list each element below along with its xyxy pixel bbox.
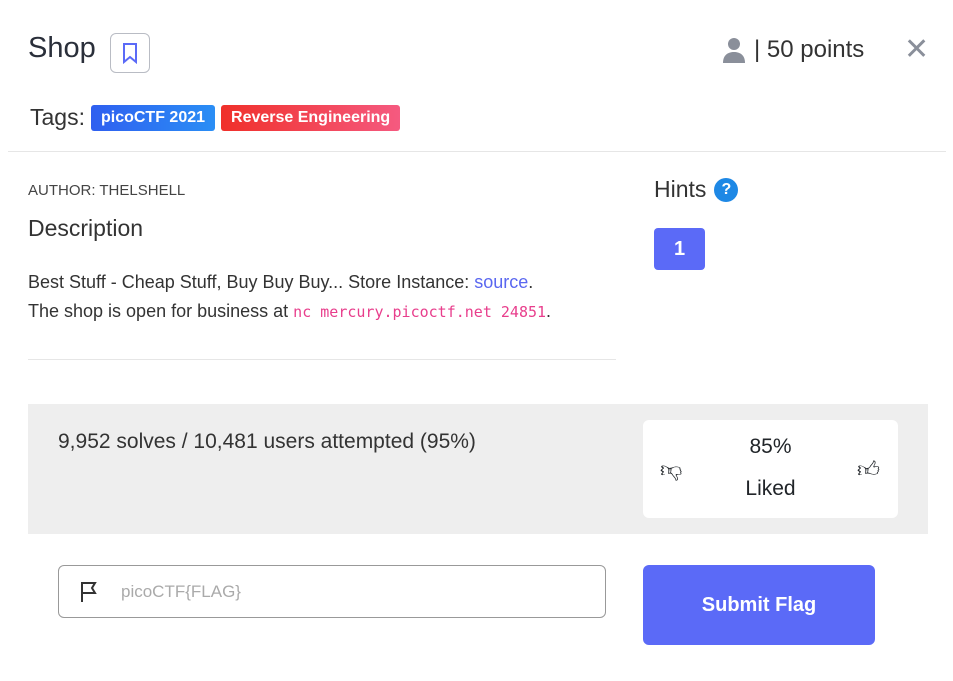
description-heading: Description [28, 215, 144, 241]
page-title: Shop [28, 32, 96, 64]
divider [28, 359, 616, 360]
nc-command: nc mercury.picoctf.net 24851 [293, 303, 547, 321]
hint-button-1[interactable]: 1 [654, 228, 705, 270]
points: | 50 points [754, 36, 865, 63]
submit-flag-button[interactable]: Submit Flag [643, 565, 875, 645]
description: Best Stuff - Cheap Stuff, Buy Buy Buy...… [28, 268, 551, 327]
help-icon[interactable]: ? [714, 177, 739, 202]
tag-reverse-engineering[interactable]: Reverse Engineering [221, 104, 401, 131]
bookmark-icon [123, 43, 137, 64]
flag-input-wrapper [58, 565, 606, 618]
tags: Tags: picoCTF 2021 Reverse Engineering [30, 104, 401, 131]
divider [8, 151, 946, 152]
solves-text: 9,952 solves / 10,481 users attempted (9… [58, 430, 476, 453]
tags-label: Tags: [30, 104, 85, 130]
points-display: | 50 points [722, 36, 864, 64]
flag-icon [81, 581, 97, 602]
liked-label: Liked [745, 477, 796, 500]
likes-card [643, 420, 898, 518]
close-icon[interactable]: ✕ [904, 33, 930, 66]
punct: . [546, 301, 552, 321]
hints-label: Hints [654, 176, 707, 202]
description-text: The shop is open for business at [28, 301, 294, 321]
flag-input[interactable] [119, 580, 573, 603]
bookmark-button[interactable] [110, 33, 150, 73]
author: AUTHOR: THELSHELL [28, 182, 186, 199]
thumbs-up-icon[interactable]: 👍︎ [857, 457, 880, 482]
user-icon [723, 38, 745, 63]
liked-percent: 85% [749, 435, 792, 458]
description-text: Best Stuff - Cheap Stuff, Buy Buy Buy...… [28, 272, 475, 292]
punct: . [528, 272, 534, 292]
hints-heading: Hints? [654, 176, 739, 203]
source-link[interactable]: source [474, 272, 529, 292]
thumbs-down-icon[interactable]: 👎︎ [660, 457, 683, 482]
tag-picoctf-2021[interactable]: picoCTF 2021 [90, 104, 216, 131]
